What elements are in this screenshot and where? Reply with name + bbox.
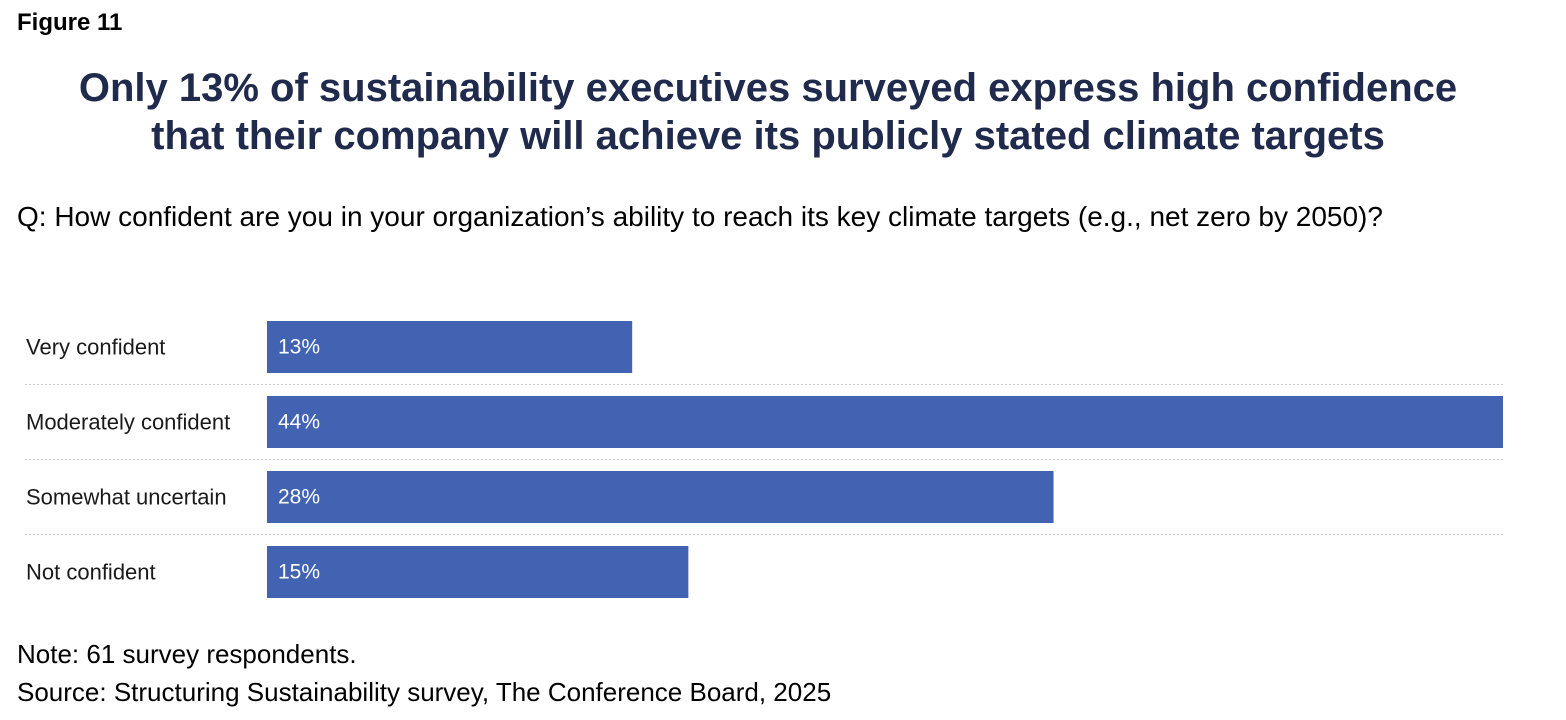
chart-note: Note: 61 survey respondents. xyxy=(17,639,357,669)
bar xyxy=(267,396,1503,448)
survey-question: Q: How confident are you in your organiz… xyxy=(17,201,1383,232)
category-label: Very confident xyxy=(26,335,165,360)
figure-label: Figure 11 xyxy=(17,9,123,36)
bar-value-label: 15% xyxy=(278,561,320,584)
chart-title-line-1: Only 13% of sustainability executives su… xyxy=(78,66,1458,110)
chart-source: Source: Structuring Sustainability surve… xyxy=(17,677,832,707)
chart-title-line-2: that their company will achieve its publ… xyxy=(151,114,1385,158)
chart-title: Only 13% of sustainability executives su… xyxy=(0,64,1536,160)
bar-value-label: 28% xyxy=(278,486,320,509)
bar-value-label: 13% xyxy=(278,336,320,359)
bar xyxy=(267,471,1054,523)
bar xyxy=(267,546,689,598)
category-label: Moderately confident xyxy=(26,410,230,435)
bar-chart: Very confident 13% Moderately confident 44%… xyxy=(25,321,1503,598)
bar-value-label: 44% xyxy=(278,411,320,434)
category-label: Somewhat uncertain xyxy=(26,485,227,510)
bar xyxy=(267,321,633,373)
category-label: Not confident xyxy=(26,560,156,585)
